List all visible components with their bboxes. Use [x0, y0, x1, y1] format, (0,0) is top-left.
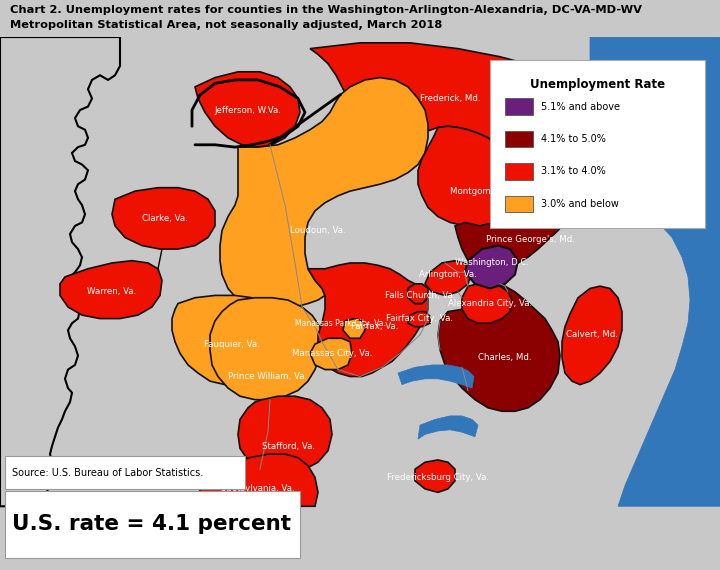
Text: Source: U.S. Bureau of Labor Statistics.: Source: U.S. Bureau of Labor Statistics.	[12, 467, 203, 478]
Text: Charles, Md.: Charles, Md.	[478, 353, 532, 363]
Text: 5.1% and above: 5.1% and above	[541, 101, 620, 112]
Text: Fairfax City, Va.: Fairfax City, Va.	[387, 314, 454, 323]
Polygon shape	[210, 298, 322, 400]
Text: Calvert, Md.: Calvert, Md.	[566, 330, 618, 339]
Polygon shape	[408, 284, 428, 303]
Polygon shape	[310, 338, 352, 369]
Text: Fairfax, Va.: Fairfax, Va.	[351, 322, 399, 331]
Text: Frederick, Md.: Frederick, Md.	[420, 94, 480, 103]
Text: 4.1% to 5.0%: 4.1% to 5.0%	[541, 134, 606, 144]
Polygon shape	[0, 37, 120, 506]
Text: Manassas Park City, Va.: Manassas Park City, Va.	[294, 319, 385, 328]
Polygon shape	[418, 127, 528, 226]
Text: Washington, D.C.: Washington, D.C.	[455, 258, 529, 267]
Polygon shape	[112, 188, 215, 249]
Polygon shape	[200, 454, 318, 506]
Polygon shape	[310, 43, 578, 153]
Text: Stafford, Va.: Stafford, Va.	[261, 442, 315, 450]
Polygon shape	[415, 460, 455, 492]
Text: Alexandria City, Va.: Alexandria City, Va.	[448, 299, 532, 308]
Text: Prince George's, Md.: Prince George's, Md.	[485, 235, 575, 245]
Polygon shape	[408, 312, 430, 327]
Polygon shape	[220, 78, 428, 310]
Text: 3.0% and below: 3.0% and below	[541, 199, 619, 209]
Polygon shape	[462, 284, 512, 323]
Polygon shape	[308, 263, 428, 377]
Bar	[490, 60, 705, 228]
Text: Fauquier, Va.: Fauquier, Va.	[204, 340, 260, 349]
Polygon shape	[465, 246, 518, 288]
Polygon shape	[343, 319, 365, 338]
Bar	[505, 164, 533, 180]
Text: Spotsylvania, Va.: Spotsylvania, Va.	[221, 484, 294, 494]
Polygon shape	[562, 286, 622, 385]
Text: Fredericksburg City, Va.: Fredericksburg City, Va.	[387, 473, 489, 482]
Polygon shape	[60, 260, 162, 319]
Text: Warren, Va.: Warren, Va.	[87, 287, 137, 296]
Text: Jefferson, W.Va.: Jefferson, W.Va.	[215, 105, 282, 115]
Text: Manassas City, Va.: Manassas City, Va.	[292, 349, 372, 358]
Text: Clarke, Va.: Clarke, Va.	[142, 214, 188, 223]
Text: Chart 2. Unemployment rates for counties in the Washington-Arlington-Alexandria,: Chart 2. Unemployment rates for counties…	[10, 5, 642, 15]
Polygon shape	[238, 396, 332, 474]
Text: Prince William, Va.: Prince William, Va.	[228, 372, 307, 381]
Bar	[5, 457, 245, 489]
Bar	[505, 196, 533, 212]
Text: Unemployment Rate: Unemployment Rate	[530, 78, 665, 91]
Text: Montgomery, Md.: Montgomery, Md.	[450, 186, 526, 196]
Text: U.S. rate = 4.1 percent: U.S. rate = 4.1 percent	[12, 514, 291, 534]
Text: Loudoun, Va.: Loudoun, Va.	[290, 226, 346, 235]
Polygon shape	[590, 37, 720, 506]
Polygon shape	[455, 153, 578, 288]
Text: 3.1% to 4.0%: 3.1% to 4.0%	[541, 166, 606, 177]
Text: Falls Church, Va.: Falls Church, Va.	[384, 291, 455, 300]
Text: Arlington, Va.: Arlington, Va.	[419, 270, 477, 279]
Polygon shape	[172, 295, 292, 385]
Text: Metropolitan Statistical Area, not seasonally adjusted, March 2018: Metropolitan Statistical Area, not seaso…	[10, 20, 442, 30]
Polygon shape	[195, 72, 300, 147]
Bar	[505, 99, 533, 115]
Polygon shape	[438, 286, 560, 412]
Bar	[5, 491, 300, 559]
Polygon shape	[418, 416, 478, 439]
Polygon shape	[398, 365, 474, 388]
Polygon shape	[425, 260, 472, 295]
Bar	[505, 131, 533, 147]
